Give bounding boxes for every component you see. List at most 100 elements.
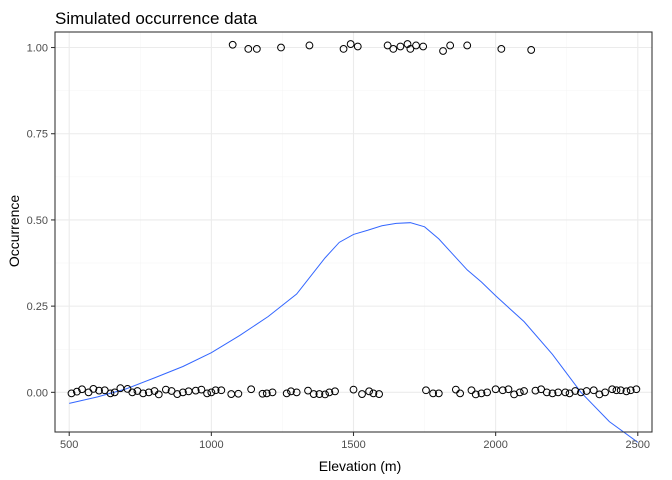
data-point — [467, 386, 476, 395]
data-point — [531, 386, 540, 395]
data-point — [548, 389, 557, 398]
y-axis: 0.00 0.25 0.50 0.75 1.00 — [27, 43, 55, 399]
data-point — [128, 388, 137, 397]
grid-lines — [55, 32, 652, 432]
data-point — [72, 387, 81, 396]
data-point — [375, 390, 383, 398]
y-tick-label: 0.50 — [27, 215, 48, 227]
smooth-trend-line-layer — [69, 222, 639, 443]
data-point — [419, 42, 428, 51]
data-point — [471, 390, 480, 399]
data-point — [305, 41, 314, 50]
data-point — [268, 388, 277, 397]
data-point — [520, 387, 528, 395]
data-point — [191, 386, 200, 395]
data-point — [234, 389, 243, 398]
data-point — [252, 45, 261, 53]
data-point — [439, 47, 447, 55]
data-point — [247, 385, 256, 394]
data-point — [227, 390, 236, 398]
data-point — [383, 41, 392, 50]
data-point — [277, 43, 285, 52]
data-point — [339, 45, 348, 53]
data-point — [89, 385, 98, 393]
data-point — [389, 45, 398, 53]
data-point — [139, 389, 148, 398]
data-point — [244, 45, 253, 53]
x-tick-label: 500 — [60, 439, 78, 451]
data-point — [106, 389, 115, 398]
data-point — [542, 388, 551, 397]
x-axis: 500 1000 1500 2000 2500 — [60, 432, 650, 451]
data-point — [321, 390, 329, 399]
data-point — [67, 389, 76, 398]
y-axis-title: Occurrence — [6, 195, 22, 268]
data-point — [498, 386, 507, 395]
y-tick-label: 0.75 — [27, 129, 48, 141]
data-point — [561, 388, 570, 397]
data-point — [331, 387, 339, 396]
data-point — [262, 389, 271, 398]
data-point — [346, 40, 355, 48]
x-tick-label: 1500 — [341, 439, 365, 451]
data-point — [110, 388, 119, 397]
y-tick-label: 1.00 — [27, 43, 48, 55]
data-point — [228, 40, 237, 49]
data-point — [483, 388, 492, 397]
data-point — [422, 386, 430, 395]
smooth-trend-line — [69, 222, 639, 443]
data-point — [622, 387, 631, 396]
data-point — [173, 390, 182, 398]
data-point — [154, 390, 163, 399]
data-point — [358, 390, 366, 398]
data-point — [612, 386, 621, 395]
data-point — [315, 390, 324, 398]
data-point — [434, 389, 443, 398]
data-point — [589, 386, 598, 395]
y-tick-label: 0.00 — [27, 387, 48, 399]
data-point — [161, 385, 170, 394]
data-point — [292, 388, 301, 397]
data-point — [396, 42, 405, 51]
data-point — [608, 385, 617, 394]
data-point — [309, 390, 318, 398]
data-point — [211, 386, 220, 395]
data-point — [577, 388, 585, 397]
data-point — [456, 389, 465, 398]
x-axis-title: Elevation (m) — [319, 458, 401, 474]
data-point — [287, 387, 295, 396]
data-point — [601, 388, 609, 397]
data-point — [515, 388, 524, 397]
data-point — [325, 388, 334, 397]
x-tick-label: 2500 — [626, 439, 650, 451]
data-point — [429, 389, 438, 398]
data-point — [353, 42, 362, 51]
data-point — [365, 387, 374, 396]
x-tick-label: 1000 — [199, 439, 223, 451]
data-point — [197, 385, 206, 394]
data-point — [632, 385, 641, 394]
data-point — [497, 45, 506, 53]
data-point — [406, 45, 415, 53]
chart-title: Simulated occurrence data — [55, 9, 258, 28]
data-point — [304, 386, 312, 395]
data-point — [571, 387, 580, 395]
data-point — [616, 386, 625, 395]
data-point — [527, 46, 536, 54]
data-point — [203, 389, 211, 398]
data-point — [144, 388, 153, 397]
x-tick-label: 2000 — [483, 439, 507, 451]
scatter-points — [67, 40, 641, 399]
data-point — [95, 386, 103, 395]
data-point — [207, 388, 216, 397]
data-point — [463, 41, 472, 50]
data-point — [258, 389, 267, 398]
data-point — [504, 385, 513, 394]
data-point — [78, 385, 86, 394]
data-point — [477, 389, 486, 398]
data-point — [626, 386, 635, 395]
data-point — [446, 41, 455, 50]
data-point — [282, 389, 291, 398]
data-point — [179, 388, 187, 397]
